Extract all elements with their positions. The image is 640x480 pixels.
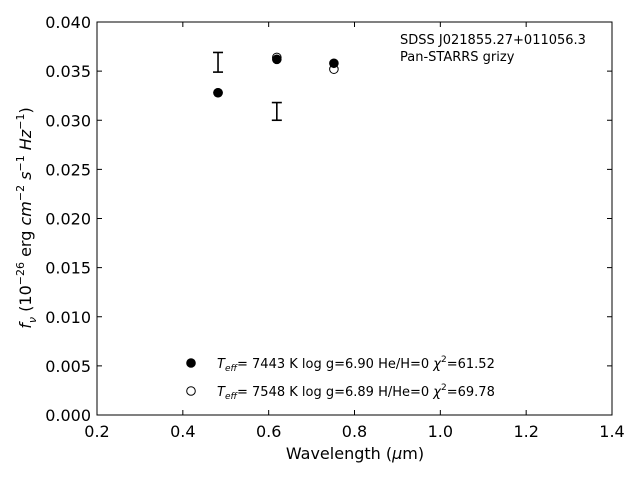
x-axis-title: Wavelength (μm) xyxy=(286,444,424,463)
y-tick-label: 0.035 xyxy=(45,62,91,81)
annotation-line-2: Pan-STARRS grizy xyxy=(400,50,515,65)
model-point-filled xyxy=(272,54,282,65)
marks-layer xyxy=(213,51,339,122)
legend-marker-open xyxy=(186,386,196,396)
ticks-layer: 0.2 0.4 0.6 0.8 1.0 1.2 1.4 0.000 0.005 0.010 0.01… xyxy=(45,13,625,441)
x-tick-label: 0.8 xyxy=(342,422,367,441)
x-tick-label: 0.4 xyxy=(170,422,195,441)
x-tick-label: 0.2 xyxy=(84,422,109,441)
legend-label-open: Teff= 7548 K log g=6.89 H/He=0 χ2=69.78 xyxy=(217,383,495,402)
model-point-filled xyxy=(213,87,223,98)
y-tick-label: 0.020 xyxy=(45,210,91,229)
plot-frame xyxy=(96,21,613,416)
y-tick-label: 0.010 xyxy=(45,308,91,327)
y-tick-label: 0.005 xyxy=(45,357,91,376)
y-tick-label: 0.015 xyxy=(45,259,91,278)
x-tick-label: 1.2 xyxy=(513,422,538,441)
legend-label-filled: Teff= 7443 K log g=6.90 He/H=0 χ2=61.52 xyxy=(217,355,495,374)
model-point-filled xyxy=(329,58,339,69)
annotation-line-1: SDSS J021855.27+011056.3 xyxy=(400,33,586,48)
x-tick-label: 0.6 xyxy=(256,422,281,441)
x-tick-label: 1.4 xyxy=(599,422,624,441)
x-tick-label: 1.0 xyxy=(428,422,453,441)
y-tick-label: 0.025 xyxy=(45,160,91,179)
legend-marker-filled xyxy=(186,358,196,368)
y-tick-label: 0.040 xyxy=(45,13,91,32)
y-tick-label: 0.030 xyxy=(45,111,91,130)
y-axis-title: fν (10−26 erg cm−2 s−1 Hz−1) xyxy=(14,107,39,328)
y-tick-label: 0.000 xyxy=(45,406,91,425)
